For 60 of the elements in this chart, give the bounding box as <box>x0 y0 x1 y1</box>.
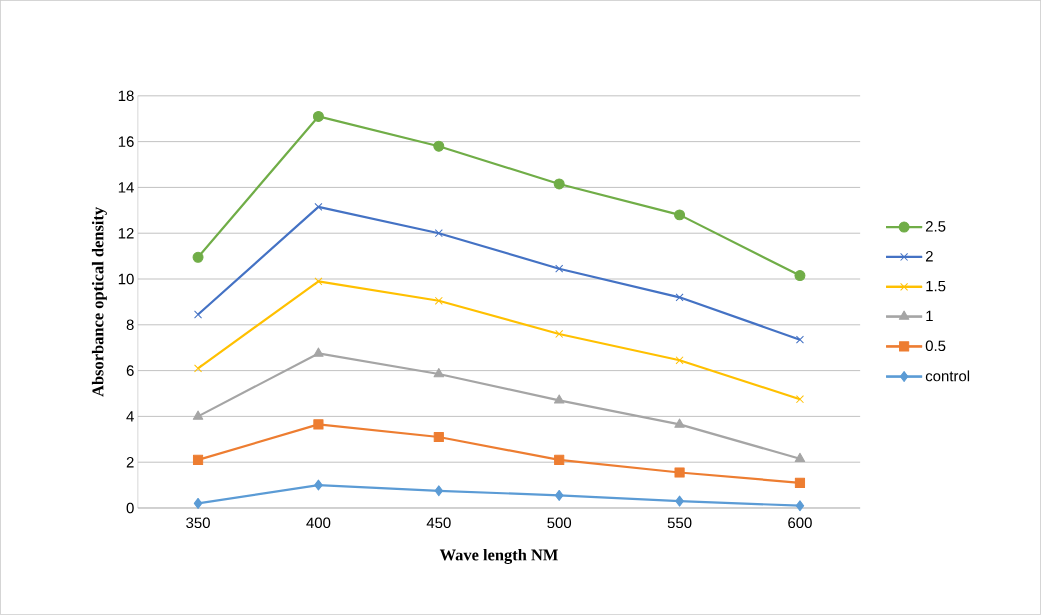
point <box>674 418 685 428</box>
x-tick-label: 350 <box>186 517 210 529</box>
y-tick-label: 6 <box>126 365 134 376</box>
legend-label: 0.5 <box>925 340 946 352</box>
point <box>794 477 806 488</box>
point <box>434 229 443 238</box>
point <box>675 495 684 507</box>
point <box>314 277 323 286</box>
legend-label: 2 <box>925 251 933 262</box>
point <box>434 296 443 305</box>
point <box>795 335 804 344</box>
point <box>794 452 806 463</box>
point <box>553 394 565 404</box>
point <box>554 489 564 501</box>
y-tick-label: 0 <box>126 502 134 514</box>
point <box>192 251 204 263</box>
point <box>795 395 804 404</box>
point <box>193 498 203 509</box>
y-tick-label: 18 <box>118 90 134 102</box>
y-tick-label: 14 <box>118 182 134 193</box>
point <box>194 310 203 319</box>
legend-label: control <box>925 370 970 382</box>
point <box>314 202 323 211</box>
point <box>194 364 203 373</box>
point <box>192 410 204 420</box>
x-tick-label: 550 <box>667 517 692 529</box>
point <box>433 368 445 378</box>
point <box>433 432 444 443</box>
point <box>675 356 684 365</box>
y-tick-label: 2 <box>126 457 134 468</box>
point <box>433 140 445 152</box>
x-tick-label: 600 <box>788 517 812 529</box>
legend-label: 2.5 <box>925 221 946 232</box>
point <box>434 485 444 497</box>
y-tick-label: 16 <box>118 136 134 147</box>
point <box>312 111 324 122</box>
y-axis-title: Absorbance optical density <box>91 207 107 397</box>
point <box>553 178 565 190</box>
point <box>555 264 564 273</box>
x-tick-label: 450 <box>426 517 451 529</box>
point <box>675 293 684 302</box>
x-tick-label: 500 <box>547 517 572 529</box>
x-tick-label: 400 <box>306 517 331 529</box>
x-axis-title: Wave length NM <box>439 549 558 565</box>
point <box>313 347 324 357</box>
point <box>674 467 685 478</box>
point <box>674 209 686 221</box>
legend-label: 1.5 <box>926 281 946 292</box>
point <box>555 330 564 339</box>
y-tick-label: 4 <box>126 411 134 422</box>
y-tick-label: 8 <box>126 319 134 331</box>
y-tick-label: 10 <box>118 273 134 285</box>
point <box>314 479 323 491</box>
point <box>192 454 204 466</box>
point <box>795 500 805 512</box>
point <box>794 270 806 282</box>
point <box>313 419 324 430</box>
legend-label: 1 <box>926 310 933 322</box>
y-tick-label: 12 <box>118 228 134 239</box>
point <box>554 454 565 466</box>
